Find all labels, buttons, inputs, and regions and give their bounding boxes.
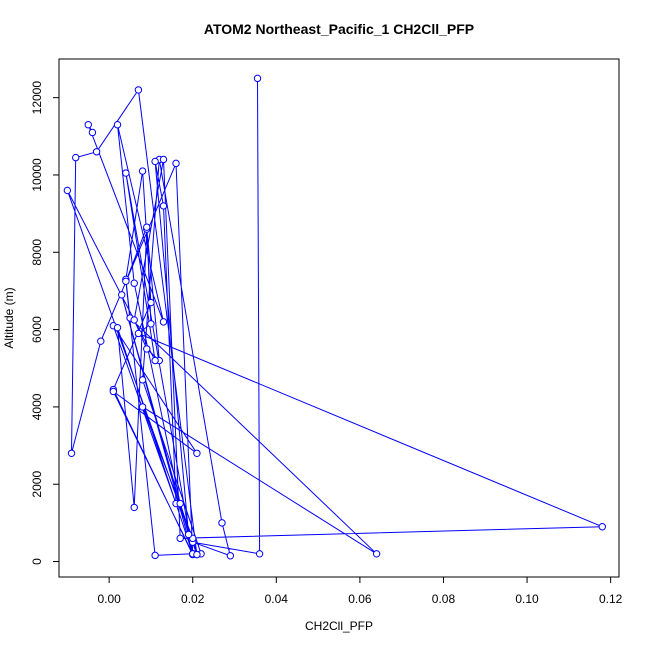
x-tick-label: 0.00: [97, 592, 121, 606]
data-point: [598, 523, 606, 531]
data-point: [122, 169, 130, 177]
data-point: [151, 157, 159, 166]
data-point: [218, 519, 226, 527]
data-point: [63, 186, 72, 195]
data-point: [176, 534, 184, 543]
data-point: [109, 387, 118, 396]
series-layer: [63, 74, 606, 560]
y-tick-label: 2000: [30, 471, 44, 498]
data-point: [134, 329, 143, 338]
y-tick-label: 12000: [30, 81, 44, 115]
data-point: [113, 121, 122, 129]
data-point: [253, 74, 262, 83]
data-point: [67, 449, 76, 457]
data-point: [193, 449, 201, 457]
x-axis: 0.00 0.02 0.04 0.06 0.08 0.10 0.12: [97, 576, 623, 606]
data-point: [138, 167, 147, 175]
y-tick-label: 10000: [30, 158, 44, 192]
x-tick-label: 0.02: [181, 592, 205, 606]
data-point: [372, 550, 381, 558]
data-point: [122, 277, 130, 285]
y-tick-label: 4000: [30, 393, 44, 420]
x-tick-label: 0.06: [348, 592, 372, 606]
y-axis-label: Altitude (m): [2, 287, 16, 348]
data-point: [143, 223, 151, 231]
data-point: [92, 148, 101, 156]
data-point: [151, 551, 159, 560]
data-point: [130, 279, 138, 287]
data-point: [226, 552, 235, 560]
data-point: [255, 550, 264, 558]
data-point: [88, 128, 97, 137]
y-tick-label: 6000: [30, 316, 44, 343]
data-point: [147, 298, 155, 307]
data-point: [184, 530, 193, 539]
y-tick-label: 0: [30, 558, 44, 565]
data-point: [138, 403, 147, 411]
data-point: [193, 550, 201, 559]
data-point: [176, 499, 184, 508]
data-point: [113, 323, 122, 332]
x-tick-label: 0.08: [432, 592, 456, 606]
data-point: [159, 155, 168, 164]
data-point: [130, 503, 138, 512]
y-axis: 0 2000 4000 6000 8000 10000 12000: [30, 81, 60, 565]
y-tick-label: 8000: [30, 239, 44, 266]
chart-title: ATOM2 Northeast_Pacific_1 CH2Cll_PFP: [204, 21, 474, 37]
x-tick-label: 0.04: [265, 592, 289, 606]
x-tick-label: 0.12: [599, 592, 623, 606]
x-tick-label: 0.10: [515, 592, 539, 606]
data-point: [138, 376, 147, 384]
data-point: [147, 320, 155, 328]
data-point: [134, 86, 143, 94]
data-point: [159, 318, 168, 326]
data-point: [143, 345, 151, 353]
data-point: [97, 337, 105, 345]
data-point: [172, 159, 180, 168]
data-point: [117, 291, 126, 299]
data-point: [159, 202, 168, 210]
data-point: [151, 356, 159, 365]
data-point: [130, 316, 138, 324]
x-axis-label: CH2Cll_PFP: [305, 619, 373, 633]
data-point: [84, 121, 92, 129]
data-point: [72, 153, 80, 162]
